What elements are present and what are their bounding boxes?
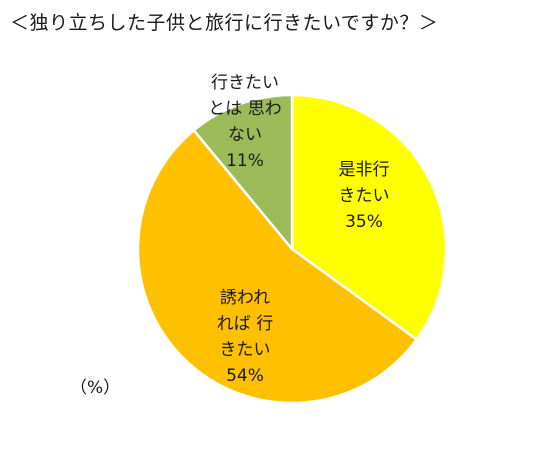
unit-label: （%） xyxy=(70,378,121,398)
slice-label-eager-line1: 是非行 xyxy=(338,160,390,180)
slice-value-not-wanting: 11% xyxy=(226,151,264,171)
slice-label-not-wanting-line1: 行きたい xyxy=(211,73,279,93)
slice-label-not-wanting-line3: ない xyxy=(228,125,262,145)
slice-value-if-invited: 54% xyxy=(226,366,264,386)
pie-slice-eager xyxy=(290,93,448,341)
pie-slice-if-invited xyxy=(136,129,418,405)
slice-label-eager-line2: きたい xyxy=(338,186,390,206)
pie-slice-not-wanting xyxy=(192,93,294,251)
slice-label-if-invited: 誘われ れば 行 きたい 54% xyxy=(200,285,290,389)
chart-title: ＜独り立ちした子供と旅行に行きたいですか？＞ xyxy=(10,12,439,34)
slice-label-eager: 是非行 きたい 35% xyxy=(324,157,404,235)
slice-label-if-invited-line3: きたい xyxy=(219,340,271,360)
slice-label-not-wanting: 行きたい とは 思わ ない 11% xyxy=(195,70,295,174)
slice-label-not-wanting-line2: とは 思わ xyxy=(208,99,282,119)
slice-label-if-invited-line2: れば 行 xyxy=(216,314,274,334)
slice-label-if-invited-line1: 誘われ xyxy=(219,288,271,308)
slice-value-eager: 35% xyxy=(345,212,383,232)
